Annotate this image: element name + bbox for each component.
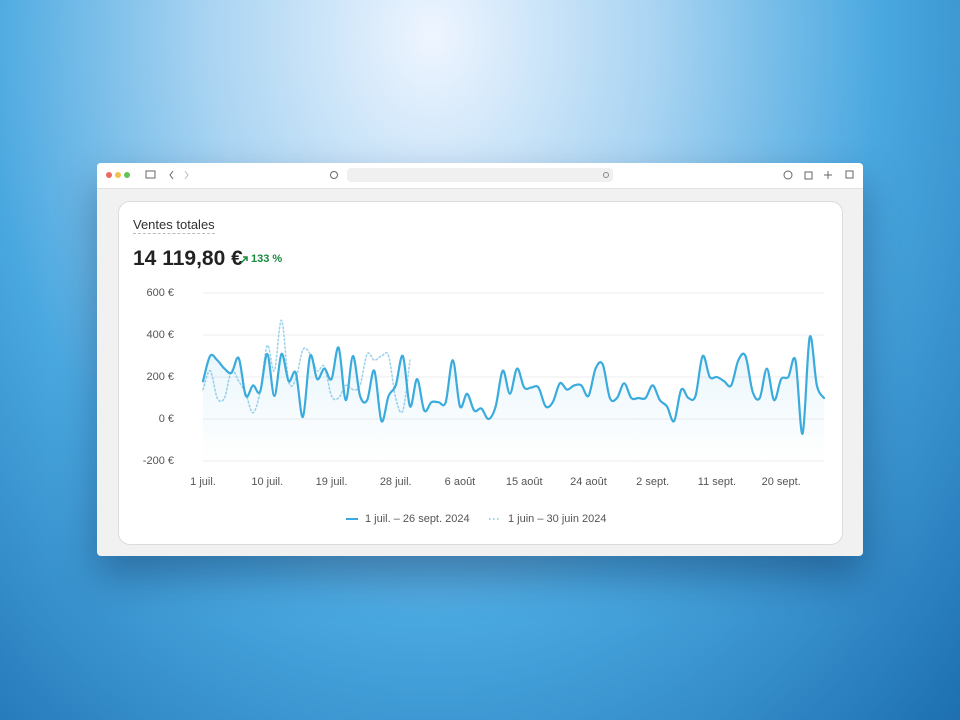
x-tick-label: 1 juil. <box>190 476 216 488</box>
x-tick-label: 11 sept. <box>698 476 736 488</box>
x-tick-label: 20 sept. <box>762 476 801 488</box>
minimize[interactable] <box>115 172 121 178</box>
up-arrow <box>240 256 248 264</box>
toolbar-icons <box>106 168 854 182</box>
maximize[interactable] <box>124 172 130 178</box>
series-line <box>201 335 826 435</box>
tabs[interactable] <box>845 170 854 179</box>
legend-label: 1 juin – 30 juin 2024 <box>508 513 606 525</box>
toolbar <box>97 163 863 189</box>
browser-window: Ventes totales 14 119,80 € 133 % -200 € 0… <box>97 163 863 556</box>
x-tick-label: 28 juil. <box>380 476 412 488</box>
x-tick-label: 15 août <box>506 476 543 488</box>
x-tick-label: 10 juil. <box>251 476 283 488</box>
area <box>203 336 824 461</box>
new-tab[interactable] <box>824 171 832 179</box>
change: 133 % <box>251 253 283 265</box>
downloads[interactable] <box>783 170 793 180</box>
x-tick-label: 24 août <box>570 476 607 488</box>
y-tick-label: 400 € <box>146 329 174 341</box>
y-tick-label: -200 € <box>143 455 174 467</box>
card: Ventes totales 14 119,80 € 133 % -200 € 0… <box>118 201 843 545</box>
y-tick-label: 0 € <box>159 413 174 425</box>
sidebar[interactable] <box>145 170 156 179</box>
reload[interactable] <box>603 172 609 178</box>
privacy <box>330 171 338 179</box>
back[interactable] <box>169 170 174 180</box>
share[interactable] <box>804 171 813 180</box>
close[interactable] <box>106 172 112 178</box>
y-tick-label: 200 € <box>146 371 174 383</box>
address-bar[interactable] <box>347 168 613 182</box>
forward[interactable] <box>184 170 189 180</box>
legend-label: 1 juil. – 26 sept. 2024 <box>365 513 470 525</box>
card-title: Ventes totales <box>133 217 215 234</box>
x-tick-label: 2 sept. <box>636 476 669 488</box>
y-tick-label: 600 € <box>146 287 174 299</box>
x-tick-label: 19 juil. <box>316 476 348 488</box>
chart: -200 € 0 € 200 € 400 € 600 € 1 juil. 10 juil. 1… <box>143 287 826 525</box>
x-tick-label: 6 août <box>445 476 476 488</box>
total: 14 119,80 € <box>133 247 243 270</box>
